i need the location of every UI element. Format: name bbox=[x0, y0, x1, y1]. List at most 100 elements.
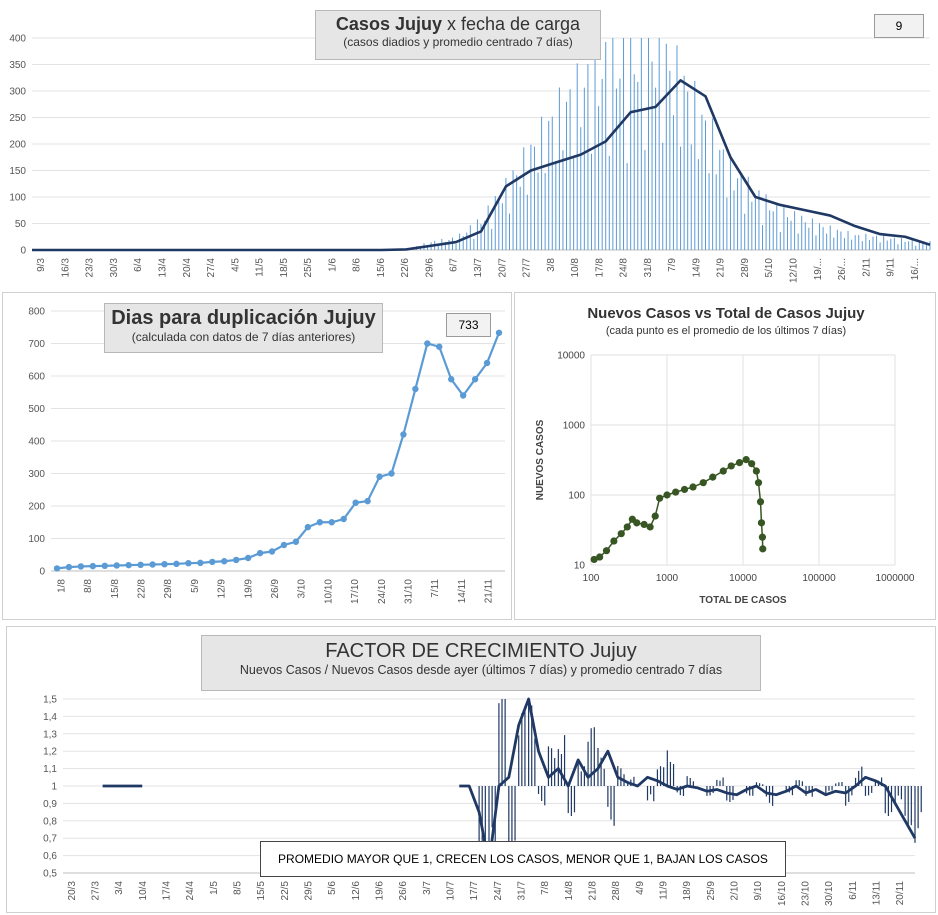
casos-y-tick-label: 0 bbox=[20, 246, 26, 257]
casos-x-tick-label: 26/... bbox=[837, 258, 848, 280]
factor-y-tick-label: 1,4 bbox=[43, 712, 57, 723]
factor-x-tick-label: 4/9 bbox=[635, 881, 646, 895]
duplicacion-point bbox=[113, 562, 120, 569]
duplicacion-point bbox=[292, 538, 300, 545]
duplicacion-point bbox=[495, 329, 503, 336]
casos-badge: 9 bbox=[874, 14, 924, 38]
factor-x-tick-label: 13/11 bbox=[872, 881, 883, 906]
duplicacion-point bbox=[244, 554, 252, 562]
scatter-point bbox=[754, 479, 763, 487]
casos-x-tick-label: 22/6 bbox=[400, 258, 411, 278]
casos-x-tick-label: 30/3 bbox=[109, 258, 120, 278]
scatter-point bbox=[640, 520, 648, 529]
casos-x-tick-label: 12/10 bbox=[789, 258, 800, 283]
casos-title-suffix: x fecha de carga bbox=[446, 14, 581, 34]
casos-title-box: Casos Jujuy x fecha de carga (casos diad… bbox=[315, 10, 601, 60]
duplicacion-point bbox=[268, 548, 276, 555]
duplicacion-point bbox=[149, 561, 156, 568]
scatter-point bbox=[709, 473, 717, 481]
factor-x-tick-label: 19/6 bbox=[375, 881, 386, 901]
duplicacion-point bbox=[400, 431, 407, 438]
duplicacion-x-tick-label: 15/8 bbox=[110, 579, 121, 599]
casos-x-tick-label: 5/10 bbox=[764, 258, 775, 278]
duplicacion-point bbox=[125, 561, 132, 569]
duplicacion-point bbox=[280, 541, 288, 549]
factor-y-tick-label: 1,3 bbox=[43, 729, 57, 740]
duplicacion-title-box: Dias para duplicación Jujuy (calculada c… bbox=[104, 303, 383, 353]
factor-x-tick-label: 17/7 bbox=[469, 881, 480, 901]
factor-y-tick-label: 0,6 bbox=[43, 851, 57, 862]
duplicacion-subtitle: (calculada con datos de 7 días anteriore… bbox=[131, 330, 356, 344]
duplicacion-y-tick-label: 100 bbox=[28, 534, 45, 545]
factor-x-tick-label: 24/4 bbox=[185, 881, 196, 901]
duplicacion-point bbox=[256, 549, 264, 557]
scatter-subtitle: (cada punto es el promedio de los último… bbox=[605, 325, 847, 337]
factor-x-tick-label: 8/5 bbox=[233, 881, 244, 895]
duplicacion-line bbox=[56, 332, 501, 570]
scatter-point bbox=[699, 479, 707, 487]
casos-x-tick-label: 2/11 bbox=[861, 258, 872, 277]
duplicacion-x-tick-label: 14/11 bbox=[457, 579, 468, 604]
duplicacion-x-tick-label: 31/10 bbox=[404, 579, 415, 604]
factor-y-tick-label: 0,5 bbox=[43, 869, 57, 880]
duplicacion-badge: 733 bbox=[446, 313, 491, 337]
casos-x-tick-label: 9/3 bbox=[36, 258, 47, 272]
factor-x-tick-label: 20/3 bbox=[67, 881, 78, 901]
casos-x-tick-label: 28/9 bbox=[740, 258, 751, 278]
casos-x-tick-label: 16/... bbox=[910, 258, 921, 280]
duplicacion-x-tick-label: 7/11 bbox=[430, 579, 441, 598]
scatter-y-tick-label: 10 bbox=[574, 561, 586, 572]
duplicacion-point bbox=[376, 473, 383, 480]
casos-y-tick-label: 300 bbox=[9, 87, 26, 98]
casos-x-tick-label: 6/7 bbox=[449, 258, 460, 272]
factor-x-tick-label: 12/6 bbox=[351, 881, 362, 901]
casos-x-tick-label: 15/6 bbox=[376, 258, 387, 278]
chart-factor-panel: 0,5 0,6 0,7 0,8 0,9 1 1,1 1,2 1,3 1,4 1,5 20/3 27/3 3… bbox=[6, 626, 936, 913]
scatter-point bbox=[719, 467, 727, 475]
factor-average-line bbox=[459, 697, 917, 866]
factor-x-tick-label: 22/5 bbox=[280, 881, 291, 901]
duplicacion-x-tick-label: 5/9 bbox=[190, 579, 201, 593]
factor-subtitle: Nuevos Casos / Nuevos Casos desde ayer (… bbox=[239, 663, 723, 677]
scatter-point bbox=[672, 488, 680, 496]
duplicacion-y-tick-label: 700 bbox=[28, 339, 45, 350]
duplicacion-point bbox=[471, 376, 479, 383]
factor-x-tick-label: 18/9 bbox=[682, 881, 693, 901]
factor-x-tick-label: 2/10 bbox=[730, 881, 741, 901]
duplicacion-x-tick-label: 10/10 bbox=[323, 579, 334, 604]
casos-x-tick-label: 1/6 bbox=[327, 258, 338, 272]
duplicacion-point bbox=[197, 559, 204, 567]
casos-x-tick-label: 10/8 bbox=[570, 258, 581, 278]
scatter-point bbox=[663, 491, 671, 499]
casos-x-tick-label: 9/11 bbox=[886, 258, 897, 277]
duplicacion-x-tick-label: 12/9 bbox=[217, 579, 228, 599]
scatter-point bbox=[610, 537, 618, 545]
scatter-y-axis-title: NUEVOS CASOS bbox=[535, 419, 546, 500]
chart-scatter-panel: 10 100 1000 10000 100 1000 10000 100000 1000000 T… bbox=[514, 292, 936, 620]
factor-x-tick-label: 1/5 bbox=[209, 881, 220, 895]
casos-x-tick-label: 17/8 bbox=[594, 258, 605, 278]
scatter-point bbox=[590, 555, 598, 564]
factor-chart-svg: 0,5 0,6 0,7 0,8 0,9 1 1,1 1,2 1,3 1,4 1,5 20/3 27/3 3… bbox=[43, 695, 922, 906]
duplicacion-x-tick-label: 17/10 bbox=[350, 579, 361, 604]
factor-x-tick-label: 6/11 bbox=[848, 881, 859, 900]
casos-x-tick-label: 21/9 bbox=[716, 258, 727, 278]
duplicacion-x-tick-label: 3/10 bbox=[297, 579, 308, 599]
scatter-point bbox=[735, 459, 744, 467]
factor-x-tick-label: 27/3 bbox=[91, 881, 102, 901]
duplicacion-point bbox=[209, 558, 216, 566]
scatter-x-tick-label: 100 bbox=[583, 573, 600, 584]
casos-x-tick-label: 29/6 bbox=[424, 258, 435, 278]
factor-x-tick-label: 15/5 bbox=[256, 881, 267, 901]
duplicacion-x-tick-label: 1/8 bbox=[56, 579, 67, 593]
duplicacion-point bbox=[459, 392, 467, 399]
factor-x-tick-label: 21/8 bbox=[588, 881, 599, 901]
scatter-point bbox=[617, 530, 625, 538]
scatter-point bbox=[596, 553, 604, 561]
duplicacion-x-tick-label: 26/9 bbox=[270, 579, 281, 599]
casos-x-tick-label: 16/3 bbox=[60, 258, 71, 278]
factor-x-tick-label: 23/10 bbox=[801, 881, 812, 906]
casos-y-tick-label: 400 bbox=[9, 34, 26, 45]
duplicacion-point bbox=[161, 560, 168, 568]
